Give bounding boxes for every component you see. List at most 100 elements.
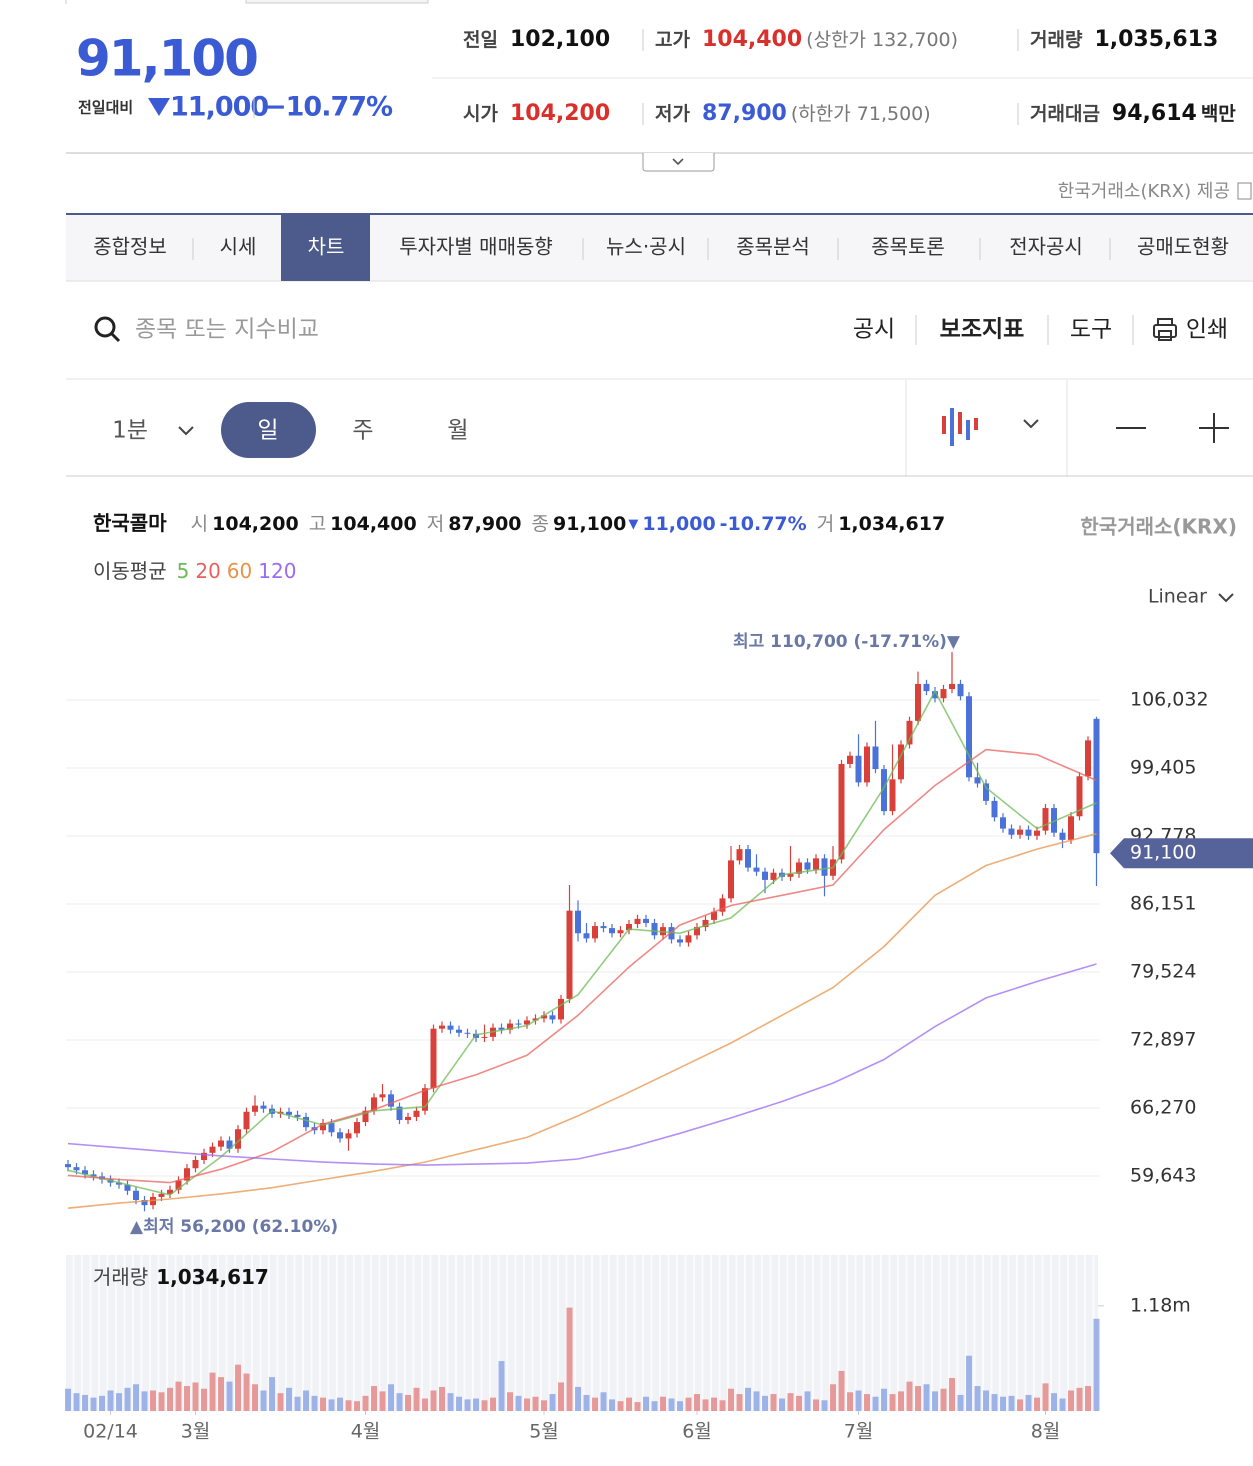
stat-value: 104,400 — [702, 27, 802, 52]
price-tag — [1110, 838, 1253, 869]
chevron — [672, 158, 684, 166]
chevron[interactable] — [178, 426, 194, 436]
volume-bar — [439, 1386, 445, 1411]
tab[interactable]: 투자자별 매매동향 — [399, 235, 553, 259]
info-label: 종 — [532, 513, 549, 535]
volume-bar — [209, 1372, 216, 1411]
candle-body — [294, 1114, 301, 1117]
tab[interactable]: 종합정보 — [93, 235, 167, 259]
candle-body — [192, 1160, 199, 1169]
search-input[interactable]: 종목 또는 지수비교 — [135, 317, 319, 343]
stat: 저가 87,900 (하한가 71,500) — [655, 101, 931, 126]
source: 한국거래소(KRX) 제공 — [1058, 181, 1230, 202]
tab[interactable]: 시세 — [220, 235, 257, 259]
tab-active-bg — [281, 215, 370, 281]
period[interactable]: 일 — [257, 418, 278, 444]
volume-bar — [1051, 1393, 1057, 1411]
candle-body — [847, 755, 853, 764]
tab[interactable]: 뉴스·공시 — [606, 235, 686, 259]
candle-body — [677, 939, 683, 943]
volume-bar — [184, 1386, 190, 1411]
candle-body — [694, 927, 700, 936]
volume-bar — [243, 1373, 250, 1411]
volume-bar — [575, 1386, 581, 1411]
toolbar-action[interactable]: 공시 — [853, 317, 895, 343]
volume-bar — [736, 1394, 743, 1411]
ma-legend: 이동평균 5 20 60 120 — [93, 559, 296, 583]
volume-bar — [600, 1392, 607, 1411]
candle-body — [872, 746, 879, 770]
volume-bar — [796, 1395, 802, 1411]
candle-body — [371, 1097, 377, 1111]
volume-bar — [923, 1384, 930, 1411]
scale-select[interactable]: Linear — [1148, 586, 1207, 608]
tab-bar — [66, 214, 1253, 281]
x-tick-label: 4월 — [351, 1421, 381, 1443]
volume-tick-label: 1.18m — [1130, 1294, 1191, 1316]
candle-body — [532, 1018, 539, 1021]
volume-bar — [711, 1397, 717, 1411]
candle-body — [957, 683, 964, 697]
volume-bar — [821, 1400, 828, 1411]
candle-body — [702, 919, 709, 928]
volume-bar — [252, 1384, 258, 1411]
chevron[interactable] — [1023, 419, 1039, 429]
tab[interactable]: 종목토론 — [871, 235, 945, 259]
volume-value: 1,034,617 — [156, 1265, 269, 1289]
candle-body — [889, 779, 896, 812]
candle-body — [1068, 816, 1074, 840]
stat: 거래량 1,035,613 — [1030, 27, 1218, 52]
tab[interactable]: 종목분석 — [736, 235, 810, 259]
stat-label: 고가 — [655, 29, 690, 51]
period[interactable]: 월 — [447, 418, 468, 444]
source-icon — [1237, 182, 1252, 200]
period[interactable]: 주 — [352, 418, 373, 444]
y-tick-label: 72,897 — [1130, 1028, 1196, 1050]
volume-bar — [728, 1388, 734, 1411]
info-value: 1,034,617 — [838, 513, 945, 535]
volume-bar — [133, 1384, 139, 1411]
chart-type-icon[interactable] — [942, 408, 978, 446]
candle-body — [141, 1200, 148, 1206]
candle-body — [320, 1123, 326, 1131]
candle-body — [235, 1129, 241, 1149]
volume-bar — [779, 1398, 785, 1411]
volume-bar — [320, 1397, 326, 1411]
volume-bar — [286, 1387, 292, 1411]
candle-body — [481, 1036, 488, 1038]
ma-legend-item: 20 — [195, 559, 220, 583]
candle-body — [379, 1094, 386, 1098]
candle-body — [753, 867, 760, 872]
period[interactable]: 1분 — [112, 418, 148, 444]
volume-bar — [354, 1401, 360, 1411]
candle-body — [252, 1105, 258, 1112]
expand-button[interactable] — [642, 153, 715, 172]
y-tick-label: 86,151 — [1130, 892, 1196, 914]
x-tick-label: 8월 — [1031, 1421, 1061, 1443]
candle-body — [549, 1015, 556, 1020]
tab[interactable]: 공매도현황 — [1137, 235, 1229, 259]
chevron[interactable] — [1218, 593, 1234, 603]
volume-bar — [422, 1398, 428, 1411]
toolbar-action[interactable]: 도구 — [1070, 317, 1112, 343]
toolbar-action[interactable]: 인쇄 — [1186, 317, 1228, 343]
volume-bar — [770, 1394, 777, 1411]
toolbar-action[interactable]: 보조지표 — [940, 317, 1025, 343]
volume-bar — [175, 1381, 182, 1411]
volume-bar — [541, 1400, 547, 1411]
volume-bar — [303, 1390, 309, 1411]
candle-body — [651, 922, 658, 936]
volume-title: 거래량 1,034,617 — [93, 1265, 269, 1289]
change: 11,000 — [170, 92, 268, 123]
volume-bar — [1008, 1395, 1015, 1411]
stat: 고가 104,400 (상한가 132,700) — [655, 27, 958, 52]
candle-body — [736, 849, 743, 861]
tab[interactable]: 전자공시 — [1009, 235, 1083, 259]
chart-info: 한국콜마 시 104,200 고 104,400 저 87,900 종 91,100 ▼ 11,0… — [93, 511, 945, 535]
candle-body — [388, 1094, 394, 1107]
candle-body — [328, 1123, 335, 1133]
candle-body — [413, 1110, 420, 1117]
info-label: 저 — [427, 513, 444, 535]
price-tag-label: 91,100 — [1130, 842, 1196, 864]
tab[interactable]: 차트 — [308, 235, 345, 259]
